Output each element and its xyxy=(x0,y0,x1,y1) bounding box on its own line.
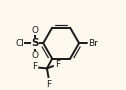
Text: O: O xyxy=(32,51,39,60)
Text: F: F xyxy=(46,80,51,89)
Text: Cl: Cl xyxy=(15,39,24,48)
Text: S: S xyxy=(31,38,39,48)
Text: F: F xyxy=(32,62,37,71)
Text: Br: Br xyxy=(88,39,98,48)
Text: F: F xyxy=(55,60,60,69)
Text: O: O xyxy=(32,26,39,35)
